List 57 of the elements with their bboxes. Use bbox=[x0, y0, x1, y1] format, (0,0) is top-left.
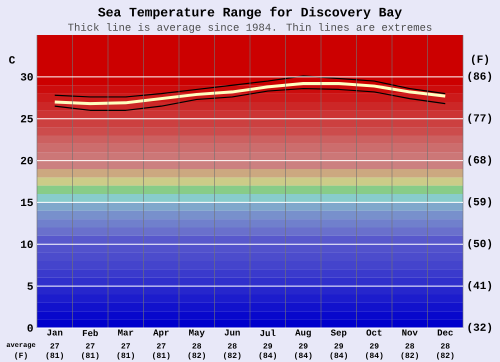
text: (84) bbox=[366, 352, 382, 360]
data-label: 28 bbox=[228, 343, 237, 349]
x-tick-label: Aug bbox=[295, 330, 311, 338]
text: (81) bbox=[118, 352, 134, 360]
x-tick-label: Sep bbox=[330, 330, 346, 338]
y2-tick-label: (32) bbox=[468, 322, 492, 334]
x-tick-label: Feb bbox=[82, 330, 98, 336]
x-tick-label: Oct bbox=[366, 330, 382, 336]
chart-subtitle: Thick line is average since 1984. Thin lines are extremes bbox=[68, 23, 432, 33]
data-label: 28 bbox=[440, 343, 450, 349]
chart-title: Sea Temperature Range for Discovery Bay bbox=[98, 6, 402, 20]
line-series bbox=[54, 88, 446, 111]
text: (81) bbox=[153, 352, 170, 360]
data-label: 29 bbox=[334, 343, 344, 349]
text: (84) bbox=[330, 352, 347, 360]
text: (82) bbox=[224, 352, 240, 360]
data-label: 29 bbox=[298, 343, 308, 349]
x-tick-label: Jun bbox=[224, 330, 240, 336]
y2-tick-label: (77) bbox=[468, 114, 492, 124]
text: (82) bbox=[402, 352, 418, 360]
line-series bbox=[54, 75, 446, 98]
data-label: 27 bbox=[50, 343, 60, 349]
x-tick-label: Mar bbox=[118, 330, 134, 336]
text: (81) bbox=[46, 352, 63, 360]
x-tick-label: Dec bbox=[438, 330, 453, 336]
y-tick-label: 20 bbox=[20, 156, 33, 164]
text: (81) bbox=[82, 352, 98, 360]
text: (82) bbox=[188, 352, 205, 360]
data-label: 27 bbox=[121, 343, 130, 349]
y-tick-label: 0 bbox=[27, 324, 33, 332]
data-label: 28 bbox=[192, 343, 202, 349]
data-label: 29 bbox=[263, 343, 272, 349]
y2-tick-label: (68) bbox=[468, 155, 492, 166]
data-label: 27 bbox=[156, 343, 166, 349]
y-tick-label: 30 bbox=[20, 73, 33, 81]
data-label: 29 bbox=[370, 343, 379, 349]
x-tick-label: Jan bbox=[47, 330, 62, 336]
y-tick-label: 5 bbox=[27, 282, 33, 290]
y2-tick-label: (59) bbox=[468, 197, 492, 208]
y2-axis-title: (F) bbox=[472, 54, 488, 65]
text: (84) bbox=[295, 352, 312, 360]
data-label: 28 bbox=[405, 343, 414, 349]
x-tick-label: May bbox=[189, 330, 205, 338]
y-tick-label: 25 bbox=[20, 114, 33, 122]
x-tick-label: Nov bbox=[402, 330, 418, 336]
y-tick-label: 10 bbox=[21, 240, 33, 248]
x-tick-label: Jul bbox=[260, 330, 276, 336]
text: (82) bbox=[437, 352, 454, 360]
x-tick-label: Apr bbox=[153, 330, 169, 338]
y2-tick-label: (41) bbox=[468, 281, 492, 292]
data-label: 27 bbox=[86, 343, 95, 349]
text: (F) bbox=[15, 352, 27, 360]
text: (84) bbox=[260, 352, 276, 360]
y-axis-title: C bbox=[9, 56, 15, 64]
y2-tick-label: (86) bbox=[468, 72, 492, 82]
y-tick-label: 15 bbox=[21, 198, 33, 206]
y2-tick-label: (50) bbox=[468, 239, 492, 250]
